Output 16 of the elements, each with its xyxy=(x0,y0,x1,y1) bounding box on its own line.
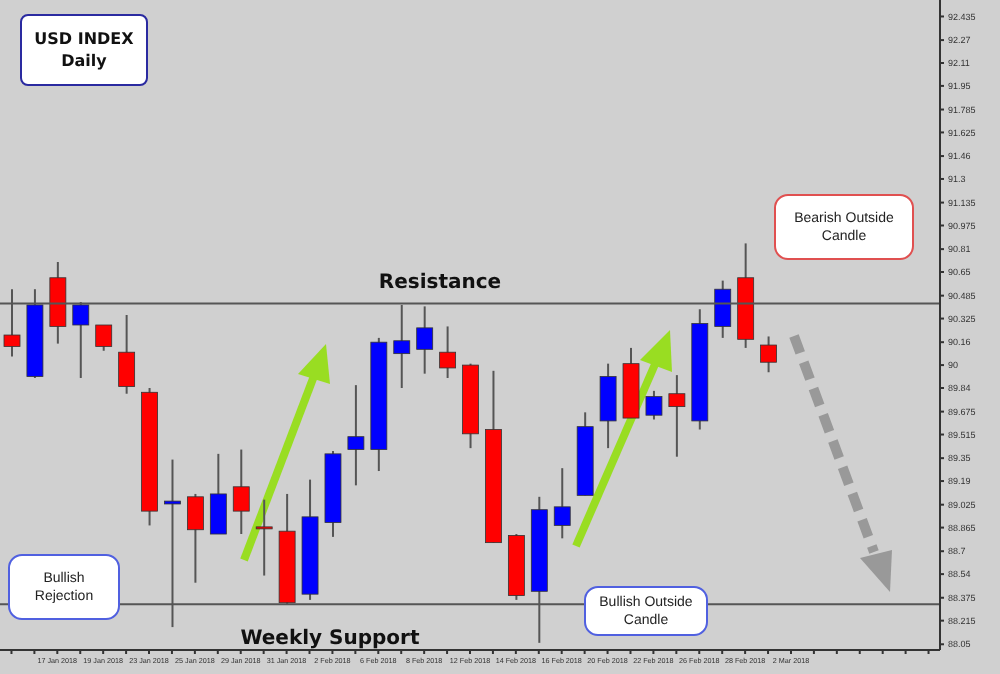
candlestick xyxy=(187,492,204,584)
ref-line-label: Weekly Support xyxy=(240,628,420,651)
candlestick xyxy=(553,467,571,540)
candlestick xyxy=(668,374,686,458)
candlestick xyxy=(209,452,227,536)
ref-line-label: Resistance xyxy=(378,271,502,294)
candlestick xyxy=(118,313,136,395)
candlestick xyxy=(599,362,617,450)
candlestick xyxy=(347,384,365,487)
candlestick xyxy=(95,324,113,352)
candlestick xyxy=(645,389,663,421)
candlestick xyxy=(255,498,273,577)
candlestick xyxy=(232,448,250,536)
candlestick xyxy=(760,335,777,374)
title-box: USD INDEX Daily xyxy=(20,14,148,86)
candlestick xyxy=(439,325,457,379)
